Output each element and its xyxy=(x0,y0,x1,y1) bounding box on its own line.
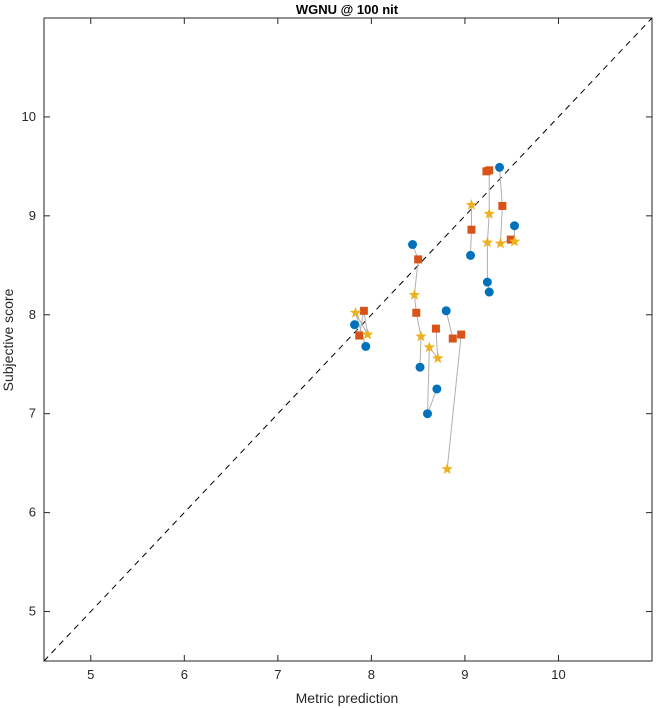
y-tick-label: 9 xyxy=(29,208,36,223)
data-point-square xyxy=(431,324,440,333)
data-point-star xyxy=(481,236,494,248)
data-point-square xyxy=(498,201,507,210)
data-point-square xyxy=(355,331,364,340)
data-point-square xyxy=(457,330,466,339)
data-point-circle xyxy=(509,221,519,231)
x-tick-label: 8 xyxy=(368,667,375,682)
data-point-star xyxy=(349,306,362,318)
data-point-square xyxy=(414,255,423,264)
data-point-star xyxy=(432,352,444,364)
data-point-square xyxy=(359,306,368,315)
data-point-square xyxy=(506,235,515,244)
data-point-circle xyxy=(350,320,360,330)
data-point-star xyxy=(465,198,478,210)
data-point-star xyxy=(508,235,521,247)
data-point-square xyxy=(467,225,476,234)
identity-line xyxy=(43,17,653,662)
y-axis-label: Subjective score xyxy=(0,288,16,391)
data-point-star xyxy=(441,463,453,474)
data-point-star xyxy=(423,341,436,353)
x-tick-label: 9 xyxy=(461,667,468,682)
data-point-star xyxy=(483,207,495,219)
x-axis-ticks: 5 6 7 8 9 10 xyxy=(87,18,566,682)
x-tick-label: 5 xyxy=(87,667,94,682)
x-tick-label: 6 xyxy=(181,667,188,682)
data-point-star xyxy=(494,237,507,249)
y-tick-label: 8 xyxy=(29,307,36,322)
data-point-star xyxy=(361,328,374,340)
data-point-star xyxy=(415,330,427,342)
data-point-circle xyxy=(415,362,425,372)
data-point-circle xyxy=(484,287,494,297)
data-point-circle xyxy=(466,250,476,260)
data-point-square xyxy=(448,334,457,343)
connector-line xyxy=(445,310,462,470)
data-point-star xyxy=(408,288,421,300)
y-axis-ticks: 5 6 7 8 9 10 xyxy=(22,109,652,619)
x-tick-label: 7 xyxy=(274,667,281,682)
y-tick-label: 5 xyxy=(29,604,36,619)
x-tick-label: 10 xyxy=(551,667,565,682)
data-point-circle xyxy=(432,384,442,394)
data-point-square xyxy=(412,308,421,317)
data-point-square xyxy=(485,166,494,175)
y-tick-label: 7 xyxy=(29,406,36,421)
y-tick-label: 10 xyxy=(22,109,36,124)
data-point-circle xyxy=(482,277,492,287)
data-point-circle xyxy=(408,240,418,250)
x-axis-label: Metric prediction xyxy=(296,690,399,706)
data-point-circle xyxy=(441,306,451,316)
data-point-circle xyxy=(361,341,371,351)
data-point-circle xyxy=(495,162,505,172)
y-tick-label: 6 xyxy=(29,505,36,520)
data-markers xyxy=(349,162,521,474)
data-point-circle xyxy=(423,409,433,419)
chart-title: WGNU @ 100 nit xyxy=(296,2,399,17)
